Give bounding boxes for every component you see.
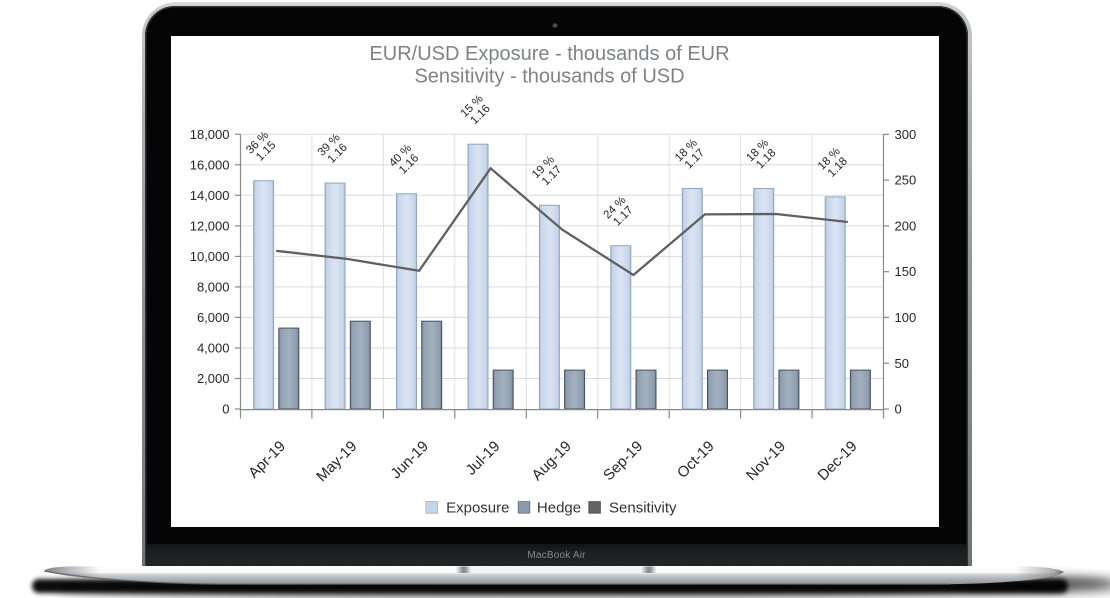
svg-text:8,000: 8,000 — [197, 280, 230, 295]
svg-text:18,000: 18,000 — [190, 127, 230, 142]
svg-text:14,000: 14,000 — [190, 188, 230, 203]
svg-text:Oct-19: Oct-19 — [674, 438, 718, 482]
svg-text:6,000: 6,000 — [197, 310, 230, 325]
svg-text:Sensitivity: Sensitivity — [609, 499, 677, 516]
svg-text:Jul-19: Jul-19 — [463, 438, 504, 479]
svg-text:19 %1.17: 19 %1.17 — [530, 154, 566, 190]
svg-text:24 %1.17: 24 %1.17 — [601, 194, 637, 230]
svg-text:12,000: 12,000 — [190, 219, 230, 234]
svg-text:Dec-19: Dec-19 — [814, 438, 860, 484]
svg-text:Hedge: Hedge — [537, 499, 581, 516]
svg-text:EUR/USD Exposure - thousands o: EUR/USD Exposure - thousands of EUR — [369, 43, 729, 65]
svg-text:Exposure: Exposure — [446, 499, 509, 516]
svg-text:18 %1.17: 18 %1.17 — [673, 137, 709, 173]
svg-text:39 %1.16: 39 %1.16 — [316, 132, 352, 168]
svg-text:36 %1.15: 36 %1.15 — [244, 129, 280, 165]
svg-text:May-19: May-19 — [313, 438, 360, 485]
svg-text:16,000: 16,000 — [190, 157, 230, 172]
svg-text:0: 0 — [222, 402, 229, 417]
svg-text:18 %1.18: 18 %1.18 — [744, 137, 780, 173]
svg-text:18 %1.18: 18 %1.18 — [816, 146, 852, 182]
svg-text:200: 200 — [895, 219, 917, 234]
svg-text:150: 150 — [895, 264, 917, 279]
svg-text:100: 100 — [895, 310, 917, 325]
svg-text:50: 50 — [895, 356, 909, 371]
svg-text:Sensitivity - thousands of USD: Sensitivity - thousands of USD — [414, 66, 684, 88]
svg-text:250: 250 — [895, 173, 917, 188]
svg-text:0: 0 — [895, 402, 902, 417]
svg-text:300: 300 — [895, 127, 917, 142]
svg-text:Nov-19: Nov-19 — [743, 438, 789, 484]
svg-text:4,000: 4,000 — [197, 341, 230, 356]
svg-text:10,000: 10,000 — [190, 249, 230, 264]
svg-text:Jun-19: Jun-19 — [387, 438, 431, 482]
svg-text:Aug-19: Aug-19 — [529, 438, 575, 484]
svg-text:15 %1.16: 15 %1.16 — [459, 93, 495, 129]
svg-text:Sep-19: Sep-19 — [600, 438, 646, 484]
svg-text:2,000: 2,000 — [197, 371, 230, 386]
svg-text:Apr-19: Apr-19 — [245, 438, 289, 482]
svg-text:40 %1.16: 40 %1.16 — [387, 142, 423, 178]
